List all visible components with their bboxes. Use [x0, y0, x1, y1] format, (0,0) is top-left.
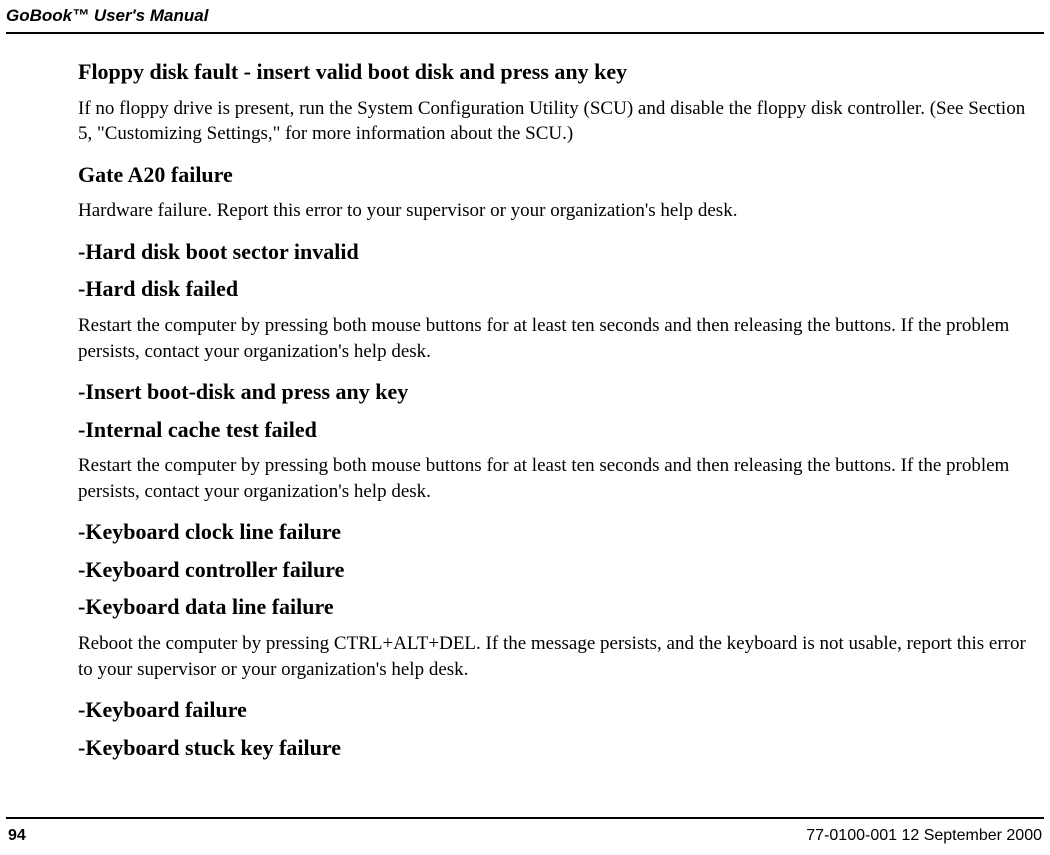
section-heading: -Internal cache test failed: [78, 416, 1040, 444]
section-heading: -Hard disk boot sector invalid: [78, 238, 1040, 266]
section-body: Restart the computer by pressing both mo…: [78, 453, 1040, 504]
footer: 94 77-0100-001 12 September 2000: [6, 817, 1044, 855]
page: GoBook™ User's Manual Floppy disk fault …: [0, 0, 1050, 855]
section-heading: Gate A20 failure: [78, 161, 1040, 189]
footer-docid: 77-0100-001 12 September 2000: [806, 827, 1042, 845]
section-heading: -Keyboard failure: [78, 696, 1040, 724]
section-heading: -Insert boot-disk and press any key: [78, 378, 1040, 406]
section-heading: -Keyboard stuck key failure: [78, 734, 1040, 762]
section-body: If no floppy drive is present, run the S…: [78, 96, 1040, 147]
section-body: Reboot the computer by pressing CTRL+ALT…: [78, 631, 1040, 682]
content-area: Floppy disk fault - insert valid boot di…: [0, 34, 1050, 761]
section-heading: Floppy disk fault - insert valid boot di…: [78, 58, 1040, 86]
running-header: GoBook™ User's Manual: [0, 0, 1050, 32]
section-body: Restart the computer by pressing both mo…: [78, 313, 1040, 364]
section-heading: -Keyboard controller failure: [78, 556, 1040, 584]
page-number: 94: [8, 827, 26, 845]
section-heading: -Keyboard clock line failure: [78, 518, 1040, 546]
section-heading: -Hard disk failed: [78, 275, 1040, 303]
section-heading: -Keyboard data line failure: [78, 593, 1040, 621]
section-body: Hardware failure. Report this error to y…: [78, 198, 1040, 224]
